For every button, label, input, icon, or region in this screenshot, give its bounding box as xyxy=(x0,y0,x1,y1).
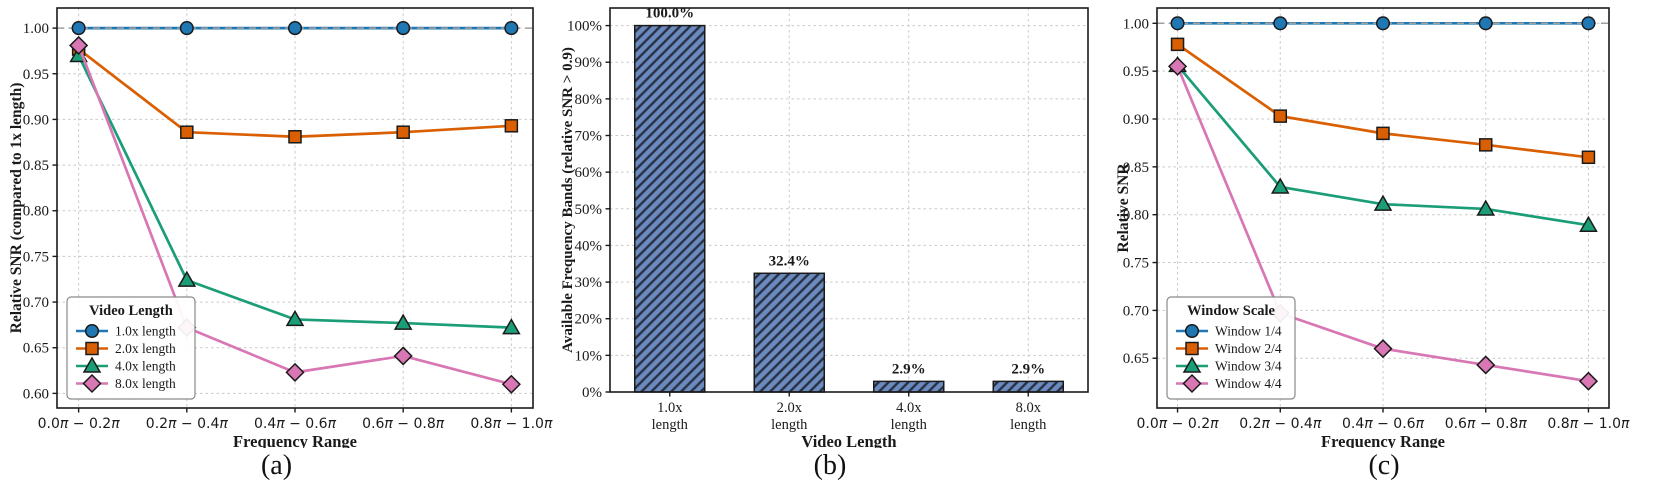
svg-text:0.75: 0.75 xyxy=(23,249,49,265)
svg-text:0.6π − 0.8π: 0.6π − 0.8π xyxy=(1445,416,1528,432)
plot-frame xyxy=(609,7,1089,393)
svg-text:0.0π − 0.2π: 0.0π − 0.2π xyxy=(38,416,121,432)
svg-text:0.65: 0.65 xyxy=(1123,351,1149,367)
svg-text:Frequency Range: Frequency Range xyxy=(1321,432,1445,448)
svg-text:Frequency Range: Frequency Range xyxy=(233,432,357,448)
bar xyxy=(873,380,945,393)
svg-text:Relative SNR (compared to 1x l: Relative SNR (compared to 1x length) xyxy=(8,83,25,334)
svg-text:100%: 100% xyxy=(567,19,602,35)
svg-text:10%: 10% xyxy=(575,348,603,364)
line-chart-window-scale: 0.65 0.70 0.75 0.80 0.85 0.90 0.95 1.00 0.0π − 0… xyxy=(1115,7,1630,448)
svg-text:0.95: 0.95 xyxy=(23,67,49,83)
svg-text:0.6π − 0.8π: 0.6π − 0.8π xyxy=(362,416,445,432)
svg-text:Window 4/4: Window 4/4 xyxy=(1215,376,1282,391)
svg-text:Window Scale: Window Scale xyxy=(1187,303,1276,319)
svg-text:20%: 20% xyxy=(575,312,603,328)
x-axis: 0.0π − 0.2π 0.2π − 0.4π 0.4π − 0.6π 0.6π − … xyxy=(1137,408,1630,432)
svg-text:Video Length: Video Length xyxy=(801,432,896,448)
svg-text:Window 1/4: Window 1/4 xyxy=(1215,324,1282,339)
svg-text:2.9%: 2.9% xyxy=(1011,361,1045,377)
svg-text:0.2π − 0.4π: 0.2π − 0.4π xyxy=(146,416,229,432)
svg-text:60%: 60% xyxy=(575,165,603,181)
svg-text:0.70: 0.70 xyxy=(1123,303,1149,319)
caption-b: (b) xyxy=(813,450,847,481)
svg-text:8.0x: 8.0x xyxy=(1016,400,1042,416)
svg-text:1.00: 1.00 xyxy=(1123,16,1149,32)
svg-text:0.4π − 0.6π: 0.4π − 0.6π xyxy=(254,416,337,432)
svg-text:0.95: 0.95 xyxy=(1123,64,1149,80)
svg-text:0.8π − 1.0π: 0.8π − 1.0π xyxy=(1547,416,1630,432)
svg-text:0.90: 0.90 xyxy=(23,112,49,128)
caption-c: (c) xyxy=(1368,450,1400,481)
series-window-2-4 xyxy=(1170,37,1596,165)
y-axis: 0.65 0.70 0.75 0.80 0.85 0.90 0.95 1.00 xyxy=(1123,16,1157,367)
svg-text:0.8π − 1.0π: 0.8π − 1.0π xyxy=(470,416,553,432)
svg-text:0.85: 0.85 xyxy=(1123,160,1149,176)
svg-text:Window 3/4: Window 3/4 xyxy=(1215,359,1282,374)
svg-text:0.70: 0.70 xyxy=(23,295,49,311)
svg-text:length: length xyxy=(1010,417,1047,433)
svg-text:100.0%: 100.0% xyxy=(645,6,694,22)
bar xyxy=(753,272,825,393)
legend: Video Length 1.0x length 2.0x length 4.0x l… xyxy=(66,296,196,400)
svg-text:length: length xyxy=(891,417,928,433)
panel-b: 100.0% 32.4% 2.9% 2.9% 0% 10% 20% 30% 40% 50% 60% 7… xyxy=(553,0,1107,492)
svg-text:0.65: 0.65 xyxy=(23,341,49,357)
panel-a: 0.60 0.65 0.70 0.75 0.80 0.85 0.90 0.95 1.00 0.0π… xyxy=(0,0,553,492)
svg-text:0.75: 0.75 xyxy=(1123,256,1149,272)
series-window-1-4 xyxy=(1157,16,1609,31)
svg-text:2.9%: 2.9% xyxy=(892,361,926,377)
svg-text:1.00: 1.00 xyxy=(23,21,49,37)
svg-text:Video Length: Video Length xyxy=(89,303,173,319)
svg-text:30%: 30% xyxy=(575,275,603,291)
svg-text:8.0x length: 8.0x length xyxy=(115,376,176,391)
y-axis: 0% 10% 20% 30% 40% 50% 60% 70% 80% 90% 100% xyxy=(567,19,610,401)
svg-text:80%: 80% xyxy=(575,92,603,108)
legend: Window Scale Window 1/4 Window 2/4 Window 3… xyxy=(1166,296,1296,400)
svg-text:0.80: 0.80 xyxy=(23,204,49,220)
svg-text:32.4%: 32.4% xyxy=(769,253,810,269)
svg-text:0.4π − 0.6π: 0.4π − 0.6π xyxy=(1342,416,1425,432)
panel-c: 0.65 0.70 0.75 0.80 0.85 0.90 0.95 1.00 0.0π − 0… xyxy=(1107,0,1661,492)
line-chart-video-length: 0.60 0.65 0.70 0.75 0.80 0.85 0.90 0.95 1.00 0.0π… xyxy=(8,7,553,448)
svg-text:1.0x: 1.0x xyxy=(657,400,683,416)
svg-text:4.0x length: 4.0x length xyxy=(115,359,176,374)
svg-text:0.0π − 0.2π: 0.0π − 0.2π xyxy=(1137,416,1220,432)
series-1-0x-length xyxy=(57,21,533,36)
svg-text:0.2π − 0.4π: 0.2π − 0.4π xyxy=(1239,416,1322,432)
svg-text:4.0x: 4.0x xyxy=(896,400,922,416)
svg-text:0%: 0% xyxy=(582,385,602,401)
caption-a: (a) xyxy=(260,450,293,481)
svg-text:2.0x: 2.0x xyxy=(777,400,803,416)
svg-text:0.85: 0.85 xyxy=(23,158,49,174)
svg-text:2.0x length: 2.0x length xyxy=(115,341,176,356)
bars-group: 100.0% 32.4% 2.9% 2.9% xyxy=(634,6,1064,393)
svg-text:length: length xyxy=(771,417,808,433)
svg-text:70%: 70% xyxy=(575,129,603,145)
y-axis: 0.60 0.65 0.70 0.75 0.80 0.85 0.90 0.95 1.00 xyxy=(23,21,57,402)
bar xyxy=(992,380,1064,393)
svg-text:0.90: 0.90 xyxy=(1123,112,1149,128)
bar-chart-available-bands: 100.0% 32.4% 2.9% 2.9% 0% 10% 20% 30% 40% 50% 60% 7… xyxy=(560,6,1089,448)
svg-text:1.0x length: 1.0x length xyxy=(115,324,176,339)
svg-text:50%: 50% xyxy=(575,202,603,218)
svg-text:Window 2/4: Window 2/4 xyxy=(1215,341,1282,356)
svg-text:length: length xyxy=(652,417,689,433)
svg-text:0.60: 0.60 xyxy=(23,386,49,402)
x-axis: 0.0π − 0.2π 0.2π − 0.4π 0.4π − 0.6π 0.6π − … xyxy=(38,408,553,432)
svg-text:Relative SNR: Relative SNR xyxy=(1115,163,1132,253)
svg-text:90%: 90% xyxy=(575,55,603,71)
bar xyxy=(634,24,706,393)
svg-text:0.80: 0.80 xyxy=(1123,208,1149,224)
svg-text:Available Frequency Bands (rel: Available Frequency Bands (relative SNR … xyxy=(560,47,576,353)
svg-text:40%: 40% xyxy=(575,238,603,254)
